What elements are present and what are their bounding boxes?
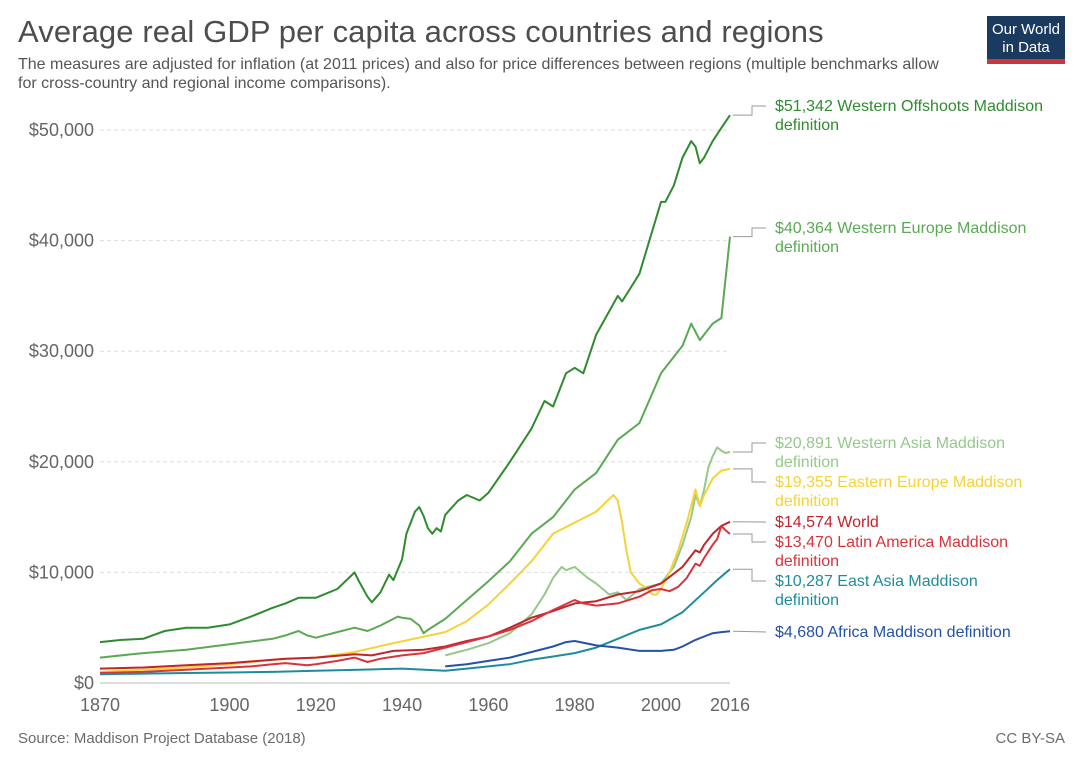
- y-tick-label: $40,000: [29, 231, 94, 251]
- series-end-label[interactable]: $19,355 Eastern Europe Maddison definitio…: [775, 474, 1022, 510]
- x-tick-label: 2016: [710, 695, 750, 715]
- x-tick-label: 1870: [80, 695, 120, 715]
- label-leader: [733, 105, 766, 116]
- series-line[interactable]: [99, 520, 731, 670]
- series-line[interactable]: [99, 467, 731, 673]
- y-tick-label: $50,000: [29, 120, 94, 140]
- series-line[interactable]: [444, 446, 731, 657]
- series-lines: [99, 114, 731, 676]
- x-axis-ticks: 1870 1900 1920 1940 1960 1980 2000 2016: [80, 695, 750, 715]
- y-tick-label: $20,000: [29, 452, 94, 472]
- label-leader: [733, 533, 766, 543]
- series-end-label[interactable]: $13,470 Latin America Maddison definition: [775, 534, 1008, 570]
- series-end-label[interactable]: $4,680 Africa Maddison definition: [775, 624, 1011, 641]
- logo-line-2: in Data: [1002, 39, 1050, 56]
- y-tick-label: $0: [74, 673, 94, 693]
- series-end-label[interactable]: $14,574 World: [775, 514, 879, 531]
- chart-title: Average real GDP per capita across count…: [18, 14, 824, 49]
- y-tick-label: $10,000: [29, 562, 94, 582]
- x-tick-label: 1980: [555, 695, 595, 715]
- label-leader: [733, 468, 766, 483]
- source-note: Source: Maddison Project Database (2018): [18, 730, 306, 747]
- y-gridlines: [100, 129, 730, 573]
- x-tick-label: 1960: [468, 695, 508, 715]
- x-tick-label: 1900: [209, 695, 249, 715]
- x-tick-label: 1940: [382, 695, 422, 715]
- label-leader: [733, 227, 766, 238]
- series-end-label[interactable]: $10,287 East Asia Maddison definition: [775, 573, 978, 609]
- series-end-label[interactable]: $51,342 Western Offshoots Maddison defini…: [775, 98, 1043, 134]
- x-tick-label: 1920: [296, 695, 336, 715]
- chart-subtitle: The measures are adjusted for inflation …: [18, 56, 939, 92]
- series-line[interactable]: [99, 236, 731, 659]
- series-line[interactable]: [99, 524, 731, 674]
- series-line[interactable]: [99, 114, 731, 644]
- license-note: CC BY-SA: [995, 730, 1065, 747]
- label-leader: [733, 568, 766, 582]
- x-tick-label: 2000: [641, 695, 681, 715]
- label-leader: [732, 630, 767, 633]
- series-line[interactable]: [445, 630, 731, 668]
- y-tick-label: $30,000: [29, 341, 94, 361]
- series-line[interactable]: [99, 568, 731, 676]
- series-end-label[interactable]: $40,364 Western Europe Maddison definitio…: [775, 220, 1026, 256]
- series-labels: $51,342 Western Offshoots Maddison defini…: [732, 98, 1043, 641]
- series-end-label[interactable]: $20,891 Western Asia Maddison definition: [775, 435, 1005, 471]
- logo-accent-bar: [987, 59, 1065, 64]
- label-leader: [733, 442, 766, 453]
- logo-line-1: Our World: [991, 21, 1061, 38]
- owid-logo[interactable]: Our World in Data: [987, 16, 1065, 64]
- y-axis-ticks: $0 $10,000 $20,000 $30,000 $40,000 $50,000: [29, 120, 94, 693]
